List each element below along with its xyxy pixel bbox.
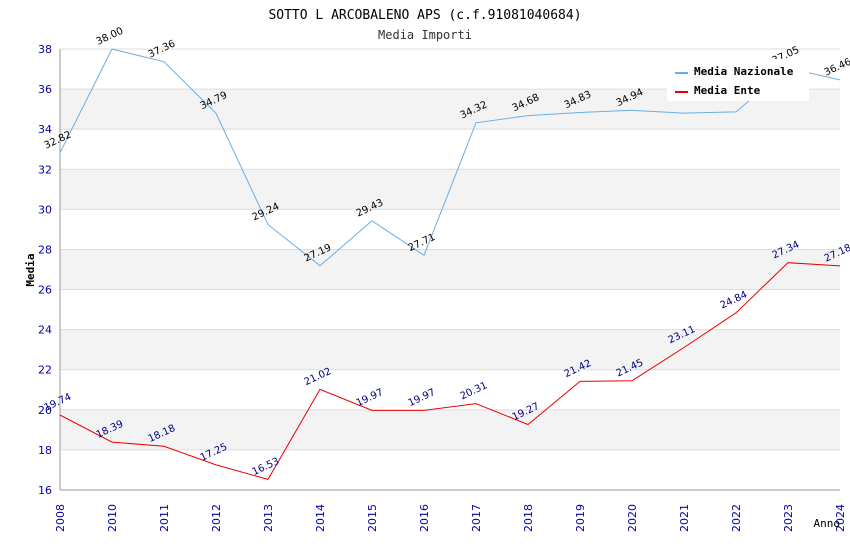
- x-tick-label: 2024: [834, 504, 847, 532]
- grid-band: [60, 329, 840, 370]
- x-tick-label: 2010: [106, 504, 119, 532]
- data-label: 19.97: [407, 387, 438, 409]
- y-tick-label: 34: [38, 123, 52, 136]
- legend-box: [667, 59, 809, 101]
- y-tick-label: 18: [38, 444, 52, 457]
- x-tick-label: 2011: [158, 504, 171, 532]
- x-tick-label: 2017: [470, 504, 483, 532]
- legend-label-ente: Media Ente: [694, 84, 761, 97]
- data-label: 38.00: [95, 26, 126, 48]
- data-label: 16.53: [251, 456, 282, 478]
- chart-subtitle: Media Importi: [378, 28, 472, 42]
- grid-lines: [60, 48, 840, 491]
- x-tick-label: 2023: [782, 504, 795, 532]
- grid-bands: [60, 89, 840, 450]
- chart-title: SOTTO L ARCOBALENO APS (c.f.91081040684): [268, 8, 581, 23]
- y-tick-label: 22: [38, 364, 52, 377]
- legend-label-nazionale: Media Nazionale: [694, 65, 794, 78]
- x-tick-label: 2018: [522, 504, 535, 532]
- x-tick-label: 2014: [314, 504, 327, 532]
- data-label: 19.97: [355, 387, 386, 409]
- x-tick-labels: 2008 2010 2011 2012 2013 2014 2015 2016 2017 2018…: [54, 504, 847, 532]
- x-tick-label: 2015: [366, 504, 379, 532]
- x-tick-label: 2013: [262, 504, 275, 532]
- grid-band: [60, 249, 840, 290]
- x-tick-label: 2020: [626, 504, 639, 532]
- legend: Media Nazionale Media Ente: [667, 59, 809, 101]
- y-tick-label: 20: [38, 404, 52, 417]
- series-line-nazionale: [59, 48, 841, 267]
- data-label: 24.84: [719, 289, 750, 311]
- x-tick-label: 2016: [418, 504, 431, 532]
- data-label: 20.31: [459, 380, 490, 402]
- series-line-ente: [59, 262, 841, 480]
- y-tick-label: 28: [38, 243, 52, 256]
- y-tick-label: 26: [38, 284, 52, 297]
- y-tick-labels: 16 18 20 22 24 26 28 30 32 34 36 38: [38, 43, 52, 497]
- x-tick-label: 2019: [574, 504, 587, 532]
- x-tick-label: 2022: [730, 504, 743, 532]
- series-lines: [59, 48, 841, 480]
- y-tick-label: 24: [38, 324, 52, 337]
- y-tick-label: 16: [38, 484, 52, 497]
- y-tick-label: 30: [38, 203, 52, 216]
- x-tick-label: 2012: [210, 504, 223, 532]
- y-tick-label: 36: [38, 83, 52, 96]
- x-tick-label: 2021: [678, 504, 691, 532]
- data-label: 37.36: [147, 38, 178, 60]
- x-axis-label: Anno: [814, 517, 841, 530]
- x-tick-label: 2008: [54, 504, 67, 532]
- y-tick-label: 38: [38, 43, 52, 56]
- y-axis-label: Media: [24, 253, 37, 286]
- data-label: 36.46: [823, 57, 850, 79]
- y-tick-label: 32: [38, 163, 52, 176]
- grid-band: [60, 409, 840, 450]
